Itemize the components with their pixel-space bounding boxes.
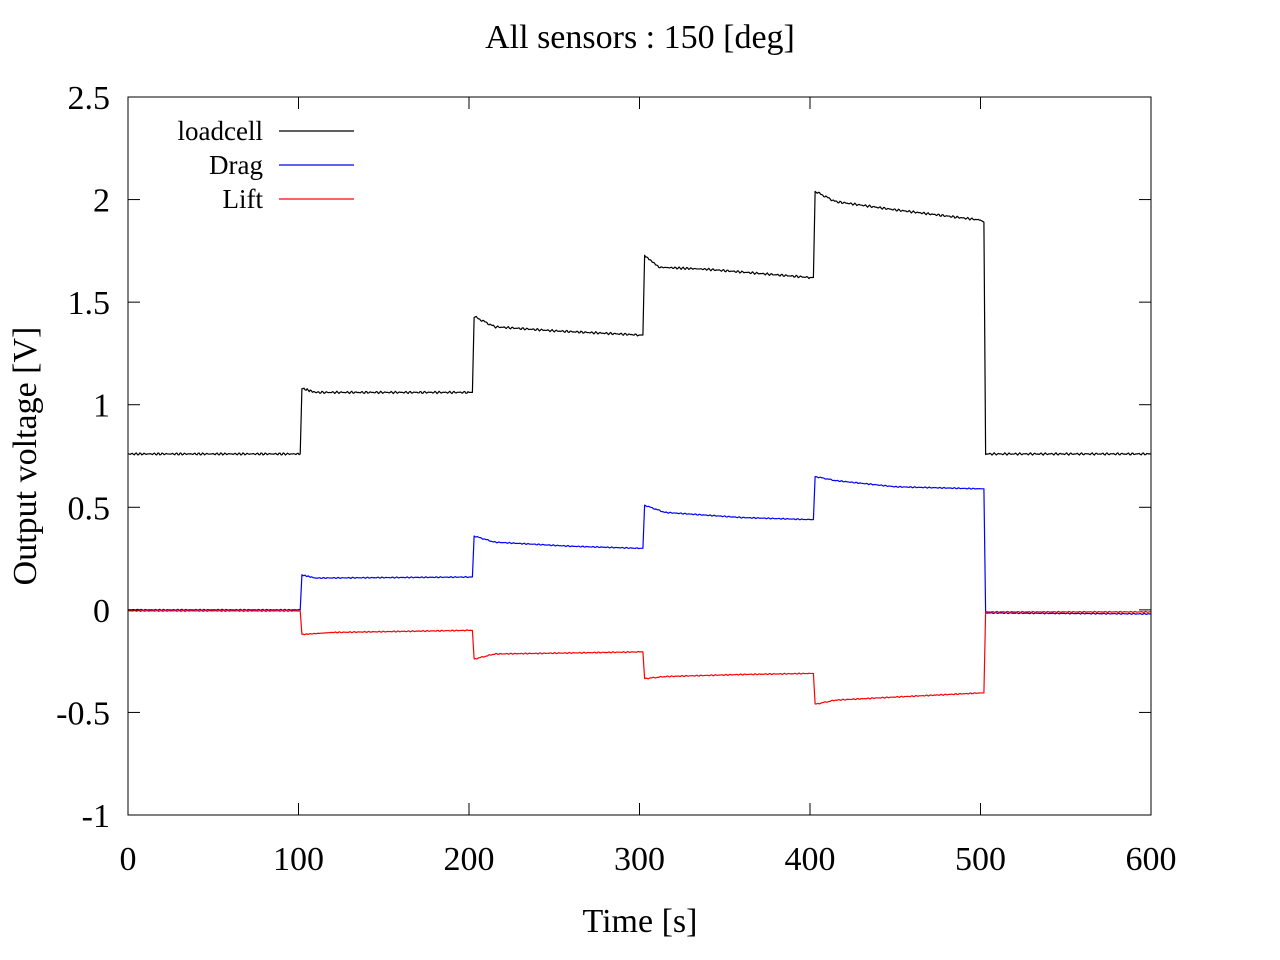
series-line-drag — [127, 476, 1152, 616]
legend-label: Drag — [209, 150, 263, 180]
y-axis-title: Output voltage [V] — [7, 327, 44, 586]
x-axis: 0 100 200 300 400 500 600 — [120, 97, 1177, 878]
y-tick-label: 0 — [93, 593, 110, 630]
y-tick-label: 1 — [93, 388, 110, 425]
x-axis-title: Time [s] — [583, 903, 698, 940]
y-tick-label: 2 — [93, 183, 110, 220]
chart-title: All sensors : 150 [deg] — [485, 19, 795, 56]
series-layer — [127, 190, 1152, 705]
x-tick-label: 600 — [1126, 841, 1177, 878]
series-line-loadcell — [127, 190, 1152, 456]
legend-label: loadcell — [178, 116, 263, 146]
x-tick-label: 100 — [273, 841, 324, 878]
x-tick-label: 500 — [955, 841, 1006, 878]
series-line-lift — [127, 609, 1152, 705]
y-tick-label: 1.5 — [68, 285, 111, 322]
legend-label: Lift — [223, 184, 264, 214]
plot-frame — [127, 96, 1152, 816]
y-tick-label: -0.5 — [56, 695, 110, 732]
y-tick-label: -1 — [82, 798, 110, 835]
x-tick-label: 0 — [120, 841, 137, 878]
y-axis: -1 -0.5 0 0.5 1 1.5 2 2.5 — [56, 80, 1151, 835]
y-tick-label: 0.5 — [68, 490, 111, 527]
legend: loadcell Drag Lift — [178, 116, 354, 214]
x-tick-label: 400 — [785, 841, 836, 878]
x-tick-label: 200 — [444, 841, 495, 878]
x-tick-label: 300 — [614, 841, 665, 878]
y-tick-label: 2.5 — [68, 80, 111, 117]
